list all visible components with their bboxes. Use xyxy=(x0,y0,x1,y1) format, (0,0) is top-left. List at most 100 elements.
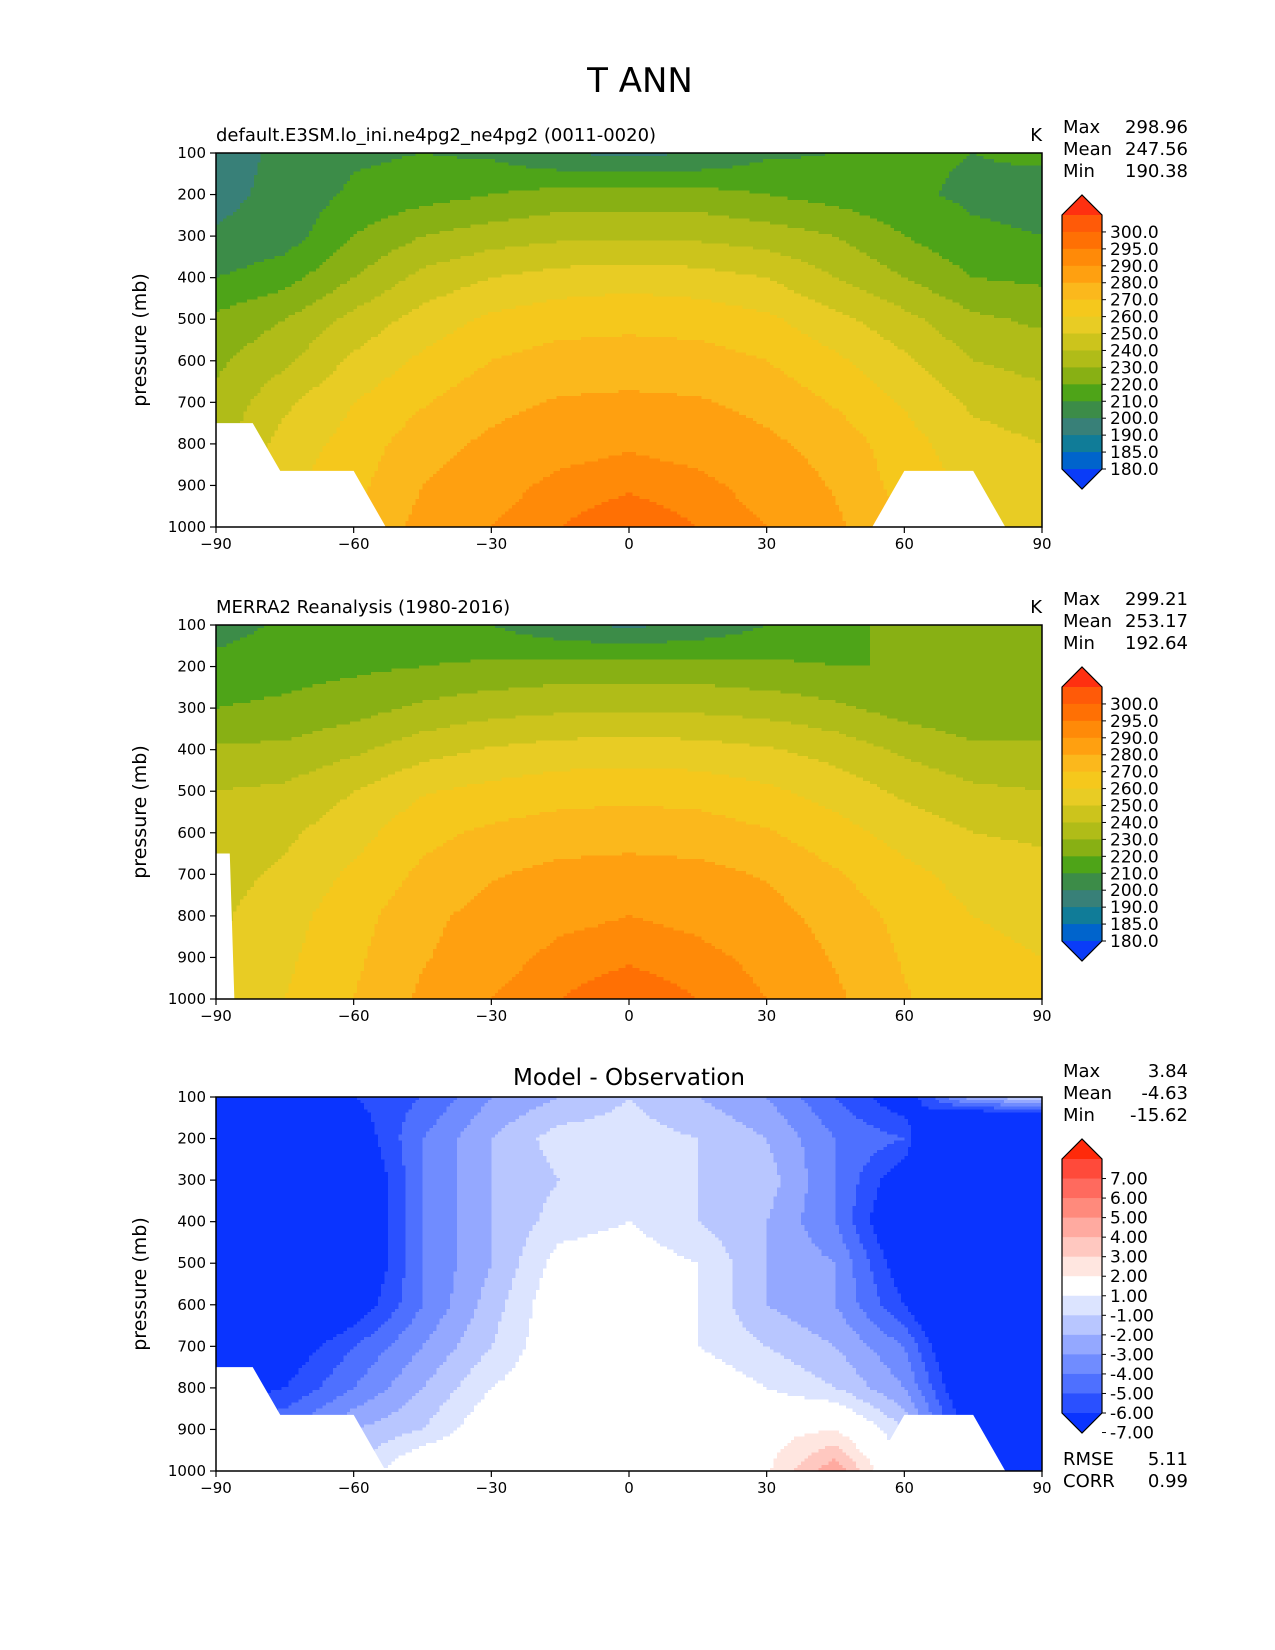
colorbar-swatch xyxy=(1062,873,1102,891)
colorbar-swatch xyxy=(1062,754,1102,773)
y-tick-label: 200 xyxy=(177,658,206,676)
x-tick-label: 0 xyxy=(624,1479,634,1497)
colorbar-swatch xyxy=(1062,316,1102,335)
x-tick-label: 30 xyxy=(757,1479,776,1497)
surface-mask-south xyxy=(216,423,386,527)
x-tick-label: −90 xyxy=(200,1007,232,1025)
y-tick-label: 400 xyxy=(177,1213,206,1231)
y-tick-label: 1000 xyxy=(168,1462,206,1480)
y-tick-label: 600 xyxy=(177,352,206,370)
y-tick-label: 1000 xyxy=(168,518,206,536)
x-tick-label: 0 xyxy=(624,1007,634,1025)
colorbar-label: 220.0 xyxy=(1110,847,1159,867)
stat-value: 253.17 xyxy=(1125,611,1188,632)
colorbar-label: 2.00 xyxy=(1110,1267,1148,1287)
panel-difference: −90 −60 −30 0 30 60 90 100 200 300 400 500 600 700 800… xyxy=(129,1061,1188,1497)
stat-value: 298.96 xyxy=(1125,117,1188,138)
colorbar-extend-top xyxy=(1062,195,1102,215)
colorbar-extend-top xyxy=(1062,1139,1102,1159)
colorbar-swatch xyxy=(1062,452,1102,470)
contour-field xyxy=(216,1097,1042,1471)
stat-label: Min xyxy=(1063,633,1095,654)
surface-mask-south xyxy=(216,1367,386,1471)
colorbar-label: -1.00 xyxy=(1110,1306,1154,1326)
colorbar-label: 300.0 xyxy=(1110,695,1159,715)
y-axis-label: pressure (mb) xyxy=(129,1217,151,1351)
colorbar-label: 270.0 xyxy=(1110,763,1159,783)
stat-value: 3.84 xyxy=(1148,1061,1188,1082)
stat-value: -4.63 xyxy=(1141,1083,1188,1104)
colorbar-label: 240.0 xyxy=(1110,813,1159,833)
y-tick-label: 300 xyxy=(177,699,206,717)
colorbar-swatch xyxy=(1062,282,1102,301)
contour-field xyxy=(216,625,1042,999)
colorbar-swatch xyxy=(1062,737,1102,756)
colorbar-swatch xyxy=(1062,299,1102,318)
colorbar-label: 185.0 xyxy=(1110,443,1159,463)
colorbar-swatch xyxy=(1062,265,1102,284)
x-tick-label: −30 xyxy=(476,535,508,553)
stat-value: -15.62 xyxy=(1130,1105,1188,1126)
surface-mask-north xyxy=(872,470,1006,527)
colorbar-swatch xyxy=(1062,1373,1102,1394)
x-tick-label: 90 xyxy=(1032,1007,1051,1025)
colorbar-label: 250.0 xyxy=(1110,797,1159,817)
colorbar-label: -3.00 xyxy=(1110,1345,1154,1365)
y-tick-label: 400 xyxy=(177,269,206,287)
colorbar-label: 295.0 xyxy=(1110,712,1159,732)
colorbar-swatch xyxy=(1062,822,1102,840)
colorbar-swatch xyxy=(1062,384,1102,402)
stat-label: Mean xyxy=(1063,1083,1112,1104)
y-tick-label: 100 xyxy=(177,616,206,634)
stat-label: Max xyxy=(1063,117,1101,138)
colorbar-extend-bottom xyxy=(1062,469,1102,489)
units-label: K xyxy=(1030,597,1043,618)
stat-value: 299.21 xyxy=(1125,589,1188,610)
colorbar-swatch xyxy=(1062,1295,1102,1316)
x-tick-label: −60 xyxy=(338,1479,370,1497)
colorbar-label: 270.0 xyxy=(1110,291,1159,311)
colorbar-extend-bottom xyxy=(1062,1413,1102,1433)
y-axis-label: pressure (mb) xyxy=(129,745,151,879)
colorbar-swatch xyxy=(1062,856,1102,874)
x-tick-label: 60 xyxy=(895,1007,914,1025)
y-tick-label: 700 xyxy=(177,865,206,883)
colorbar-extend-top xyxy=(1062,667,1102,687)
colorbar-label: 290.0 xyxy=(1110,729,1159,749)
stat-value: 247.56 xyxy=(1125,139,1188,160)
colorbar-label: 4.00 xyxy=(1110,1228,1148,1248)
y-tick-label: 200 xyxy=(177,186,206,204)
colorbar-label: 230.0 xyxy=(1110,830,1159,850)
stat-label: Mean xyxy=(1063,611,1112,632)
x-tick-label: −90 xyxy=(200,1479,232,1497)
colorbar-label: 230.0 xyxy=(1110,358,1159,378)
stat-value: 5.11 xyxy=(1148,1449,1188,1470)
colorbar-label: 210.0 xyxy=(1110,392,1159,412)
colorbar-swatch xyxy=(1062,703,1102,722)
colorbar-label: 1.00 xyxy=(1110,1287,1148,1307)
colorbar-label: 220.0 xyxy=(1110,375,1159,395)
y-tick-label: 900 xyxy=(177,1420,206,1438)
x-tick-label: −60 xyxy=(338,535,370,553)
colorbar-extend-bottom xyxy=(1062,941,1102,961)
colorbar-label: 185.0 xyxy=(1110,915,1159,935)
colorbar-label: -5.00 xyxy=(1110,1384,1154,1404)
panel-title: MERRA2 Reanalysis (1980-2016) xyxy=(216,597,510,618)
colorbar-swatch xyxy=(1062,1354,1102,1375)
colorbar-swatch xyxy=(1062,231,1102,250)
contour-field xyxy=(216,153,1042,527)
colorbar-swatch xyxy=(1062,924,1102,942)
y-tick-label: 300 xyxy=(177,227,206,245)
x-tick-label: −30 xyxy=(476,1479,508,1497)
colorbar-label: 3.00 xyxy=(1110,1248,1148,1268)
x-tick-label: 90 xyxy=(1032,535,1051,553)
colorbar-label: 190.0 xyxy=(1110,426,1159,446)
colorbar-label: -6.00 xyxy=(1110,1404,1154,1424)
colorbar-swatch xyxy=(1062,418,1102,436)
y-tick-label: 700 xyxy=(177,393,206,411)
stat-label: Max xyxy=(1063,589,1101,610)
y-tick-label: 1000 xyxy=(168,990,206,1008)
x-tick-label: 60 xyxy=(895,535,914,553)
panel-title: default.E3SM.lo_ini.ne4pg2_ne4pg2 (0011-… xyxy=(216,125,656,146)
colorbar-label: 5.00 xyxy=(1110,1209,1148,1229)
